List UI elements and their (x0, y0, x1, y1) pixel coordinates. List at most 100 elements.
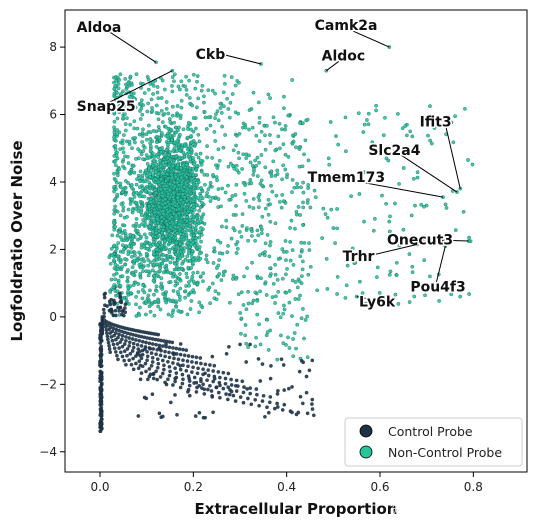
noncontrol-point (134, 72, 139, 77)
noncontrol-point (163, 294, 168, 299)
noncontrol-point (142, 259, 147, 264)
control-point (192, 375, 197, 380)
noncontrol-point (276, 257, 281, 261)
noncontrol-point (190, 211, 195, 216)
noncontrol-point (172, 180, 177, 185)
control-point (281, 363, 286, 367)
noncontrol-point (150, 106, 154, 110)
noncontrol-point (292, 185, 297, 190)
noncontrol-point (160, 235, 165, 239)
control-point (136, 414, 141, 418)
noncontrol-point (172, 79, 176, 84)
noncontrol-point (160, 78, 165, 83)
noncontrol-point (130, 208, 135, 213)
control-point (186, 354, 191, 358)
noncontrol-point (118, 227, 122, 231)
noncontrol-point (198, 158, 203, 163)
noncontrol-point (248, 160, 253, 165)
noncontrol-point (110, 233, 115, 238)
noncontrol-point (343, 115, 348, 120)
noncontrol-point (182, 230, 187, 235)
noncontrol-point (155, 90, 160, 95)
noncontrol-point (211, 261, 216, 265)
noncontrol-point (118, 181, 123, 186)
control-point (163, 354, 167, 359)
noncontrol-point (156, 111, 161, 116)
control-point (205, 378, 209, 383)
noncontrol-point (199, 169, 204, 174)
noncontrol-point (334, 134, 338, 138)
control-point (181, 358, 185, 363)
noncontrol-point (116, 241, 121, 245)
noncontrol-point (241, 303, 246, 307)
noncontrol-point (219, 278, 224, 282)
control-point (128, 351, 133, 356)
noncontrol-point (132, 250, 137, 255)
noncontrol-point (113, 158, 118, 163)
noncontrol-point (163, 246, 168, 250)
control-point (129, 362, 134, 367)
noncontrol-point (186, 251, 191, 256)
control-point (158, 375, 163, 379)
noncontrol-point (241, 152, 246, 157)
noncontrol-point (166, 111, 171, 116)
noncontrol-point (188, 218, 193, 222)
control-point (99, 419, 103, 423)
noncontrol-point (189, 290, 193, 295)
noncontrol-point (196, 155, 201, 160)
control-point (280, 408, 285, 412)
control-point (134, 361, 138, 366)
noncontrol-point (134, 217, 139, 221)
noncontrol-point (213, 289, 218, 294)
noncontrol-point (182, 195, 187, 199)
noncontrol-point (208, 301, 212, 306)
noncontrol-point (173, 236, 178, 241)
control-point (164, 342, 168, 346)
noncontrol-point (224, 218, 229, 223)
noncontrol-point (156, 117, 161, 122)
noncontrol-point (173, 154, 178, 159)
noncontrol-point (121, 250, 125, 254)
noncontrol-point (278, 146, 282, 151)
control-point (254, 387, 259, 391)
control-point (164, 382, 169, 387)
noncontrol-point (183, 142, 187, 147)
noncontrol-point (227, 198, 232, 202)
noncontrol-point (130, 265, 135, 270)
noncontrol-point (148, 288, 152, 293)
control-point (221, 386, 226, 391)
noncontrol-point (152, 292, 156, 297)
noncontrol-point (178, 227, 182, 232)
noncontrol-point (205, 173, 210, 177)
noncontrol-point (243, 125, 248, 130)
noncontrol-point (297, 164, 302, 169)
noncontrol-point (160, 194, 165, 198)
noncontrol-point (113, 163, 118, 168)
noncontrol-point (179, 146, 184, 151)
noncontrol-point (200, 189, 205, 194)
noncontrol-point (147, 123, 151, 128)
noncontrol-point (189, 266, 194, 270)
noncontrol-point (127, 244, 132, 248)
noncontrol-point (285, 267, 289, 271)
control-point (131, 345, 136, 350)
control-point (227, 344, 231, 349)
noncontrol-point (229, 75, 234, 79)
noncontrol-point (197, 247, 201, 252)
noncontrol-point (335, 292, 339, 296)
noncontrol-point (158, 285, 163, 289)
noncontrol-point (116, 280, 121, 285)
noncontrol-point (375, 265, 380, 270)
noncontrol-point (214, 112, 218, 117)
noncontrol-point (244, 341, 249, 346)
noncontrol-point (126, 161, 131, 165)
control-point (160, 344, 165, 348)
noncontrol-point (112, 125, 116, 130)
noncontrol-point (151, 163, 156, 168)
control-point (108, 350, 113, 355)
noncontrol-point (275, 168, 280, 173)
noncontrol-point (194, 152, 199, 157)
noncontrol-point (128, 202, 133, 206)
control-point (137, 359, 142, 364)
noncontrol-point (160, 219, 164, 224)
